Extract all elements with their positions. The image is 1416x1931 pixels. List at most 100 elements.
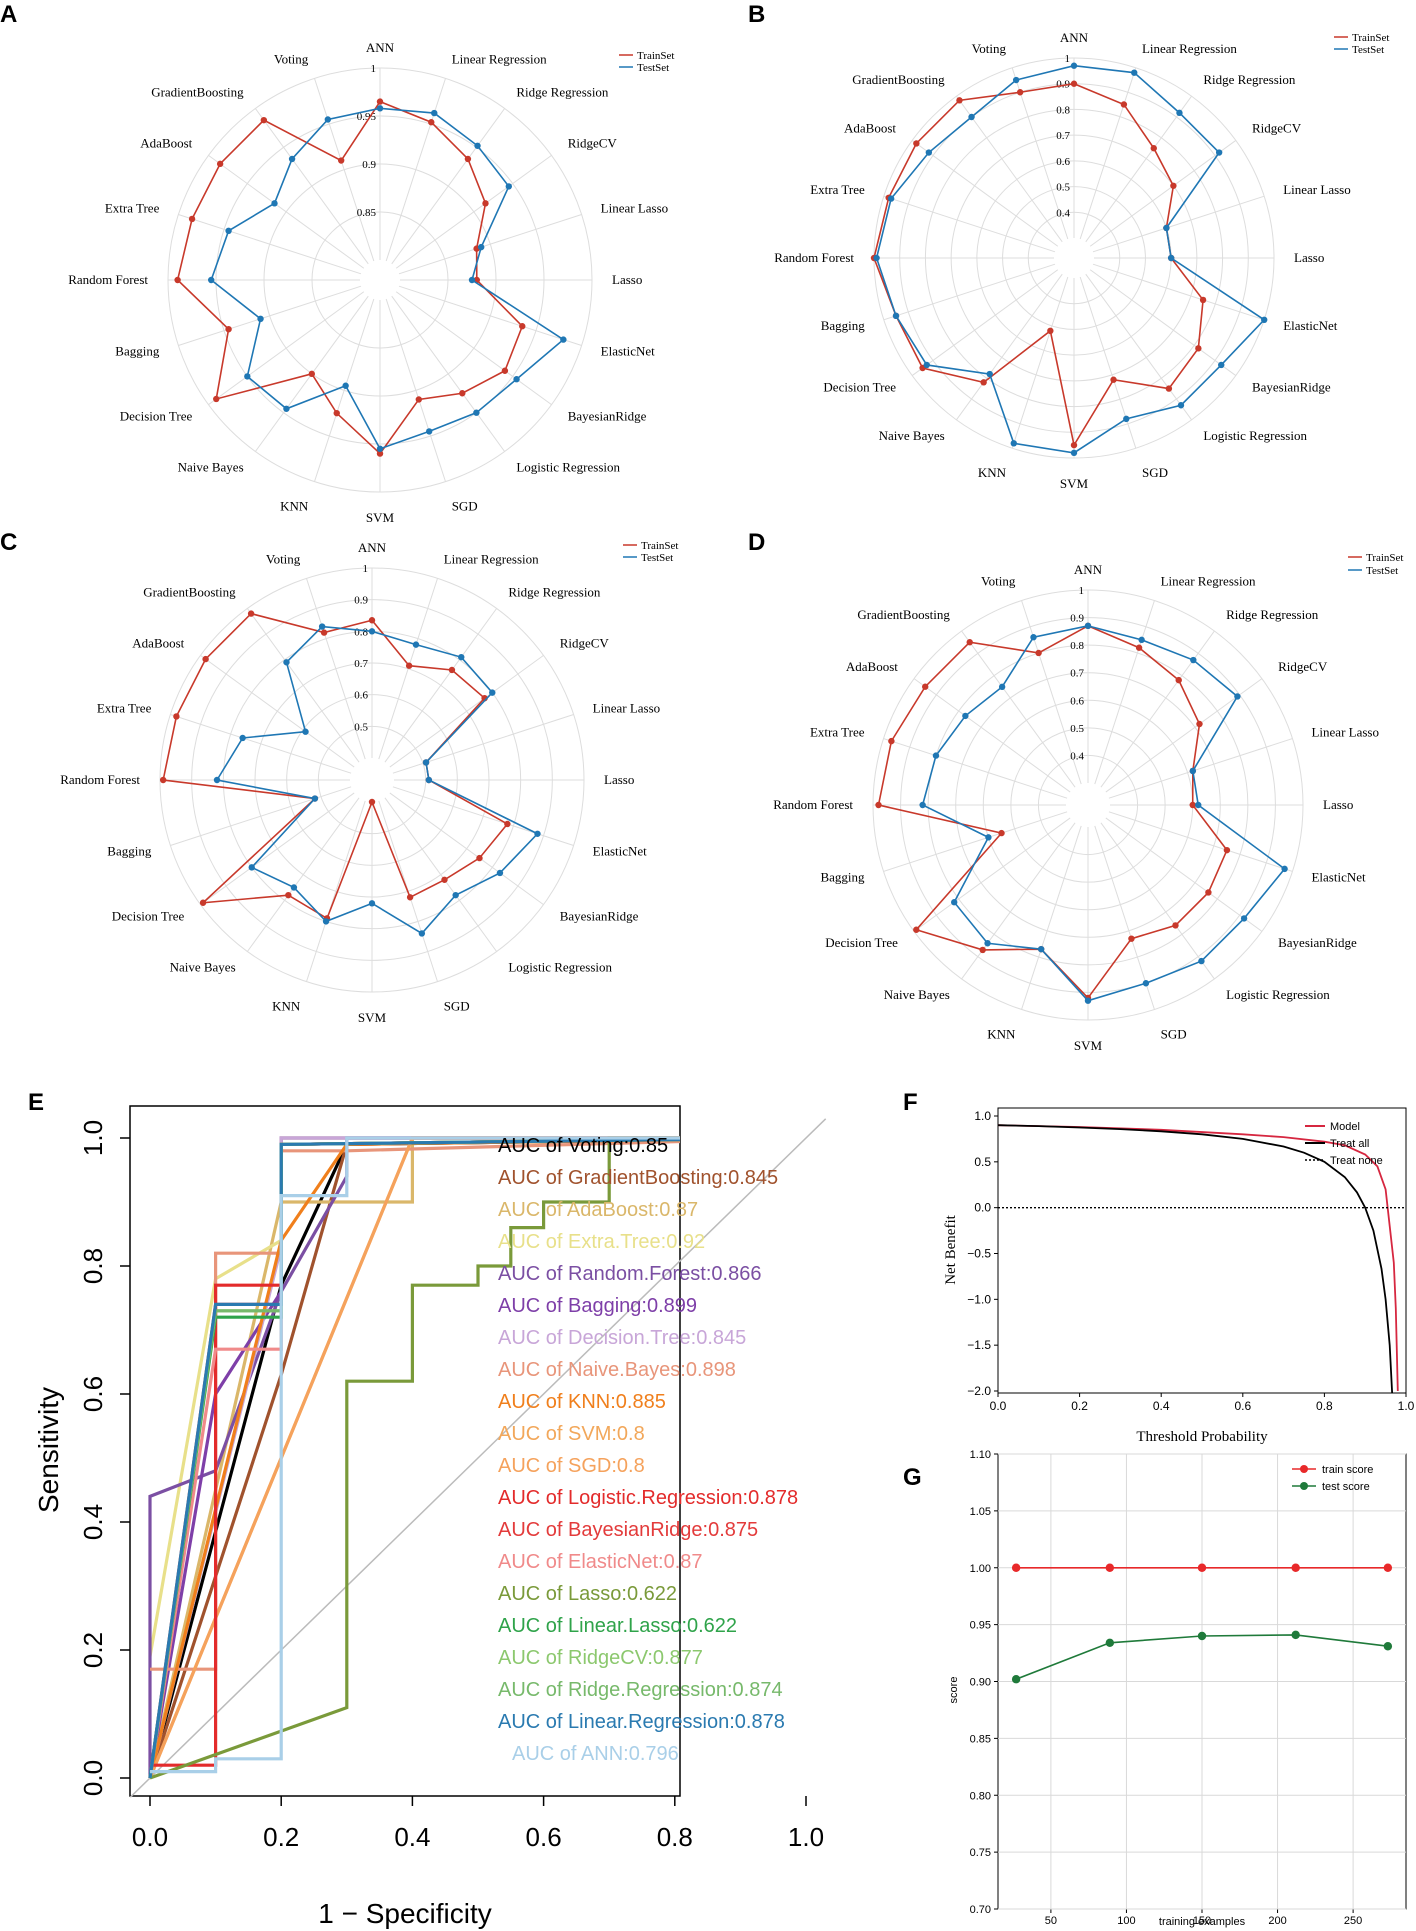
radar-spoke (1089, 269, 1237, 376)
auc-label-sgd: AUC of SGD:0.8 (498, 1455, 645, 1477)
radar-point-testset-ridge-regression (458, 653, 465, 661)
radar-point-trainset-bayesianridge (1205, 889, 1212, 896)
radar-tick-label: 1 (1065, 53, 1071, 65)
radar-spoke (389, 792, 544, 906)
radar-point-testset-naive-bayes (986, 370, 993, 378)
radar-tick-label: 1 (1079, 585, 1085, 597)
radar-point-trainset-ann (368, 617, 376, 624)
roc-axis-ticks: 0.0 0.0 0.2 0.2 0.4 0.4 0.6 0.6 0.8 0.8 1.0 1.0 (78, 1120, 824, 1852)
roc-curve-ann (150, 1136, 680, 1774)
axis-label-linear-lasso: Linear Lasso (593, 700, 661, 715)
radar-point-testset-adaboost (271, 200, 278, 207)
radar-point-testset-linear-regression (412, 641, 420, 648)
dca-x-tick-label: 0.8 (1316, 1399, 1333, 1413)
axis-label-random-forest: Random Forest (774, 250, 854, 265)
radar-point-testset-gradientboosting (288, 155, 296, 163)
axis-label-gradientboosting: GradientBoosting (852, 72, 945, 87)
dca-x-axis-label: Threshold Probability (1136, 1429, 1268, 1445)
axis-label-linear-lasso: Linear Lasso (1311, 724, 1379, 739)
radar-point-trainset-gradientboosting (247, 610, 255, 617)
radar-spoke (883, 738, 1068, 799)
roc-curves (129, 1118, 827, 1798)
lc-point-train-score (1105, 1563, 1115, 1572)
radar-point-testset-linear-lasso (477, 243, 485, 251)
radar-point-trainset-svm (1070, 441, 1078, 449)
axis-label-bayesianridge: BayesianRidge (1278, 935, 1357, 950)
lc-point-test-score (1383, 1642, 1393, 1651)
radar-spoke (314, 298, 375, 482)
roc-plot-frame (129, 1105, 681, 1797)
radar-point-testset-sgd (418, 930, 426, 937)
radar-spoke (1021, 600, 1082, 785)
radar-tick-label: 0.7 (1056, 130, 1070, 142)
radar-tick-label: 0.5 (1056, 182, 1070, 194)
radar-spoke (1079, 67, 1137, 240)
legend-testset: TestSet (641, 552, 673, 564)
radar-point-trainset-extra-tree (888, 737, 895, 745)
radar-tick-label: 1 (371, 63, 377, 75)
radar-spoke (389, 654, 544, 768)
radar-point-testset-naive-bayes (283, 405, 290, 412)
radar-point-testset-ridge-regression (1176, 109, 1183, 117)
legend-trainset: TrainSet (641, 540, 679, 552)
radar-point-testset-ridgecv (1215, 149, 1223, 156)
axis-label-ridgecv: RidgeCV (1278, 659, 1328, 674)
radar-point-testset-decision-tree (951, 899, 958, 906)
radar-spoke (961, 630, 1076, 788)
radar-point-testset-decision-tree (923, 361, 930, 369)
radar-d-legend: TrainSet TestSet (1348, 552, 1404, 577)
dca-y-tick-label: 0.0 (974, 1201, 991, 1215)
lc-y-tick-label: 0.85 (970, 1733, 991, 1745)
radar-spoke (1108, 811, 1293, 872)
radar-c-legend: TrainSet TestSet (623, 540, 679, 564)
radar-tick-label: 0.8 (1056, 104, 1070, 116)
axis-label-naive-bayes: Naive Bayes (178, 460, 244, 475)
radar-point-trainset-extra-tree (173, 713, 180, 720)
radar-spoke (1108, 738, 1293, 799)
radar-point-trainset-svm (368, 798, 376, 806)
radar-spoke (1011, 276, 1069, 449)
radar-point-trainset-ridge-regression (448, 666, 456, 674)
radar-spoke (385, 298, 446, 482)
roc-curve-lasso (149, 1136, 680, 1780)
legend-test-score-marker (1300, 1482, 1308, 1490)
radar-series-testset (875, 64, 1266, 454)
dca-plot-frame (997, 1107, 1407, 1394)
radar-point-testset-logistic-regression (452, 891, 459, 899)
axis-label-elasticnet: ElasticNet (1311, 870, 1366, 885)
roc-x-tick-label: 1.0 (788, 1822, 824, 1852)
radar-spoke (883, 811, 1068, 872)
radar-point-trainset-voting (320, 629, 328, 636)
radar-tick-label: 0.9 (354, 595, 368, 607)
legend-trainset: TrainSet (637, 50, 675, 62)
roc-y-tick-label: 0.2 (78, 1632, 108, 1668)
dca-x-tick-label: 1.0 (1398, 1399, 1415, 1413)
radar-spoke (1011, 67, 1069, 240)
axis-label-ridgecv: RidgeCV (560, 636, 610, 651)
radar-series-trainset (877, 624, 1228, 1000)
radar-spoke (1085, 273, 1192, 421)
radar-point-testset-elasticnet (534, 830, 541, 837)
radar-spoke (314, 78, 375, 262)
lc-point-test-score (1291, 1630, 1300, 1640)
auc-label-gradientboosting: AUC of GradientBoosting:0.845 (498, 1167, 778, 1189)
radar-point-testset-extra-tree (239, 734, 246, 742)
lc-y-tick-label: 0.70 (970, 1904, 991, 1916)
radar-point-trainset-adaboost (922, 683, 929, 690)
radar-point-trainset-sgd (406, 894, 414, 901)
radar-point-testset-bagging (985, 834, 992, 841)
radar-d-plot: 0.4 0.5 0.6 0.7 0.8 0.9 1 ANN Linear Regression R… (773, 562, 1379, 1053)
axis-label-adaboost: AdaBoost (846, 659, 898, 674)
lc-y-axis-label: score (948, 1677, 960, 1704)
radar-point-trainset-logistic-regression (441, 876, 448, 883)
radar-spoke (392, 714, 574, 774)
radar-point-trainset-adaboost (202, 655, 209, 663)
auc-label-adaboost: AUC of AdaBoost:0.87 (498, 1199, 698, 1221)
radar-point-testset-bagging (257, 315, 264, 323)
lc-x-axis-label: training examples (1159, 1916, 1246, 1928)
axis-label-bagging: Bagging (115, 344, 160, 359)
panel-f-decision-curve: F 0.0 0.2 0.4 0.6 0.8 1.0 1.0 0.5 0.0 −0.5 −1.0 −1.… (903, 1089, 1415, 1445)
radar-spoke (254, 108, 369, 265)
